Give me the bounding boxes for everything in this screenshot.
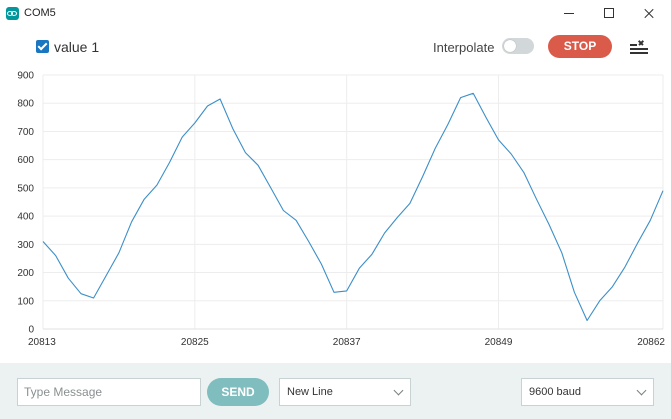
x-tick-label: 20825 (181, 337, 209, 348)
toggle-knob (504, 40, 516, 52)
serial-input-bar: SEND New Line 9600 baud (0, 363, 671, 419)
line-chart: 0 100 200 300 400 500 600 700 800 900 20813 20825 20… (17, 71, 665, 349)
minimize-button[interactable] (553, 0, 585, 28)
minimize-icon (564, 13, 574, 14)
clear-list-icon[interactable] (630, 39, 648, 54)
plotter-toolbar: value 1 Interpolate STOP (0, 28, 671, 68)
y-tick-label: 300 (17, 240, 34, 251)
y-tick-label: 0 (28, 325, 34, 336)
series-checkbox[interactable] (36, 40, 49, 53)
chevron-down-icon (393, 385, 404, 396)
interpolate-label: Interpolate (433, 40, 495, 55)
stop-button[interactable]: STOP (548, 35, 612, 58)
chevron-down-icon (636, 385, 647, 396)
y-tick-label: 800 (17, 99, 34, 110)
message-input[interactable] (17, 378, 201, 406)
send-button[interactable]: SEND (207, 378, 269, 406)
title-bar: COM5 (0, 0, 671, 28)
y-tick-label: 100 (17, 296, 34, 307)
window-title: COM5 (24, 7, 56, 19)
y-tick-label: 200 (17, 268, 34, 279)
maximize-icon (604, 8, 614, 18)
line-ending-value: New Line (287, 386, 333, 398)
maximize-button[interactable] (593, 0, 625, 28)
close-button[interactable] (633, 0, 665, 28)
y-tick-label: 600 (17, 155, 34, 166)
interpolate-toggle[interactable] (502, 38, 534, 54)
series-label: value 1 (54, 39, 100, 55)
arduino-icon (6, 7, 19, 20)
x-tick-label: 20849 (485, 337, 513, 348)
baud-rate-value: 9600 baud (529, 386, 581, 398)
x-tick-label: 20862 (637, 337, 665, 348)
y-tick-label: 400 (17, 212, 34, 223)
plot-area: 0 100 200 300 400 500 600 700 800 900 20813 20825 20… (0, 68, 671, 363)
baud-rate-select[interactable]: 9600 baud (521, 378, 654, 406)
x-tick-label: 20813 (28, 337, 56, 348)
series-line (42, 92, 664, 322)
line-ending-select[interactable]: New Line (279, 378, 411, 406)
y-tick-label: 900 (17, 71, 34, 82)
y-tick-label: 500 (17, 183, 34, 194)
y-tick-label: 700 (17, 127, 34, 138)
x-tick-label: 20837 (333, 337, 361, 348)
